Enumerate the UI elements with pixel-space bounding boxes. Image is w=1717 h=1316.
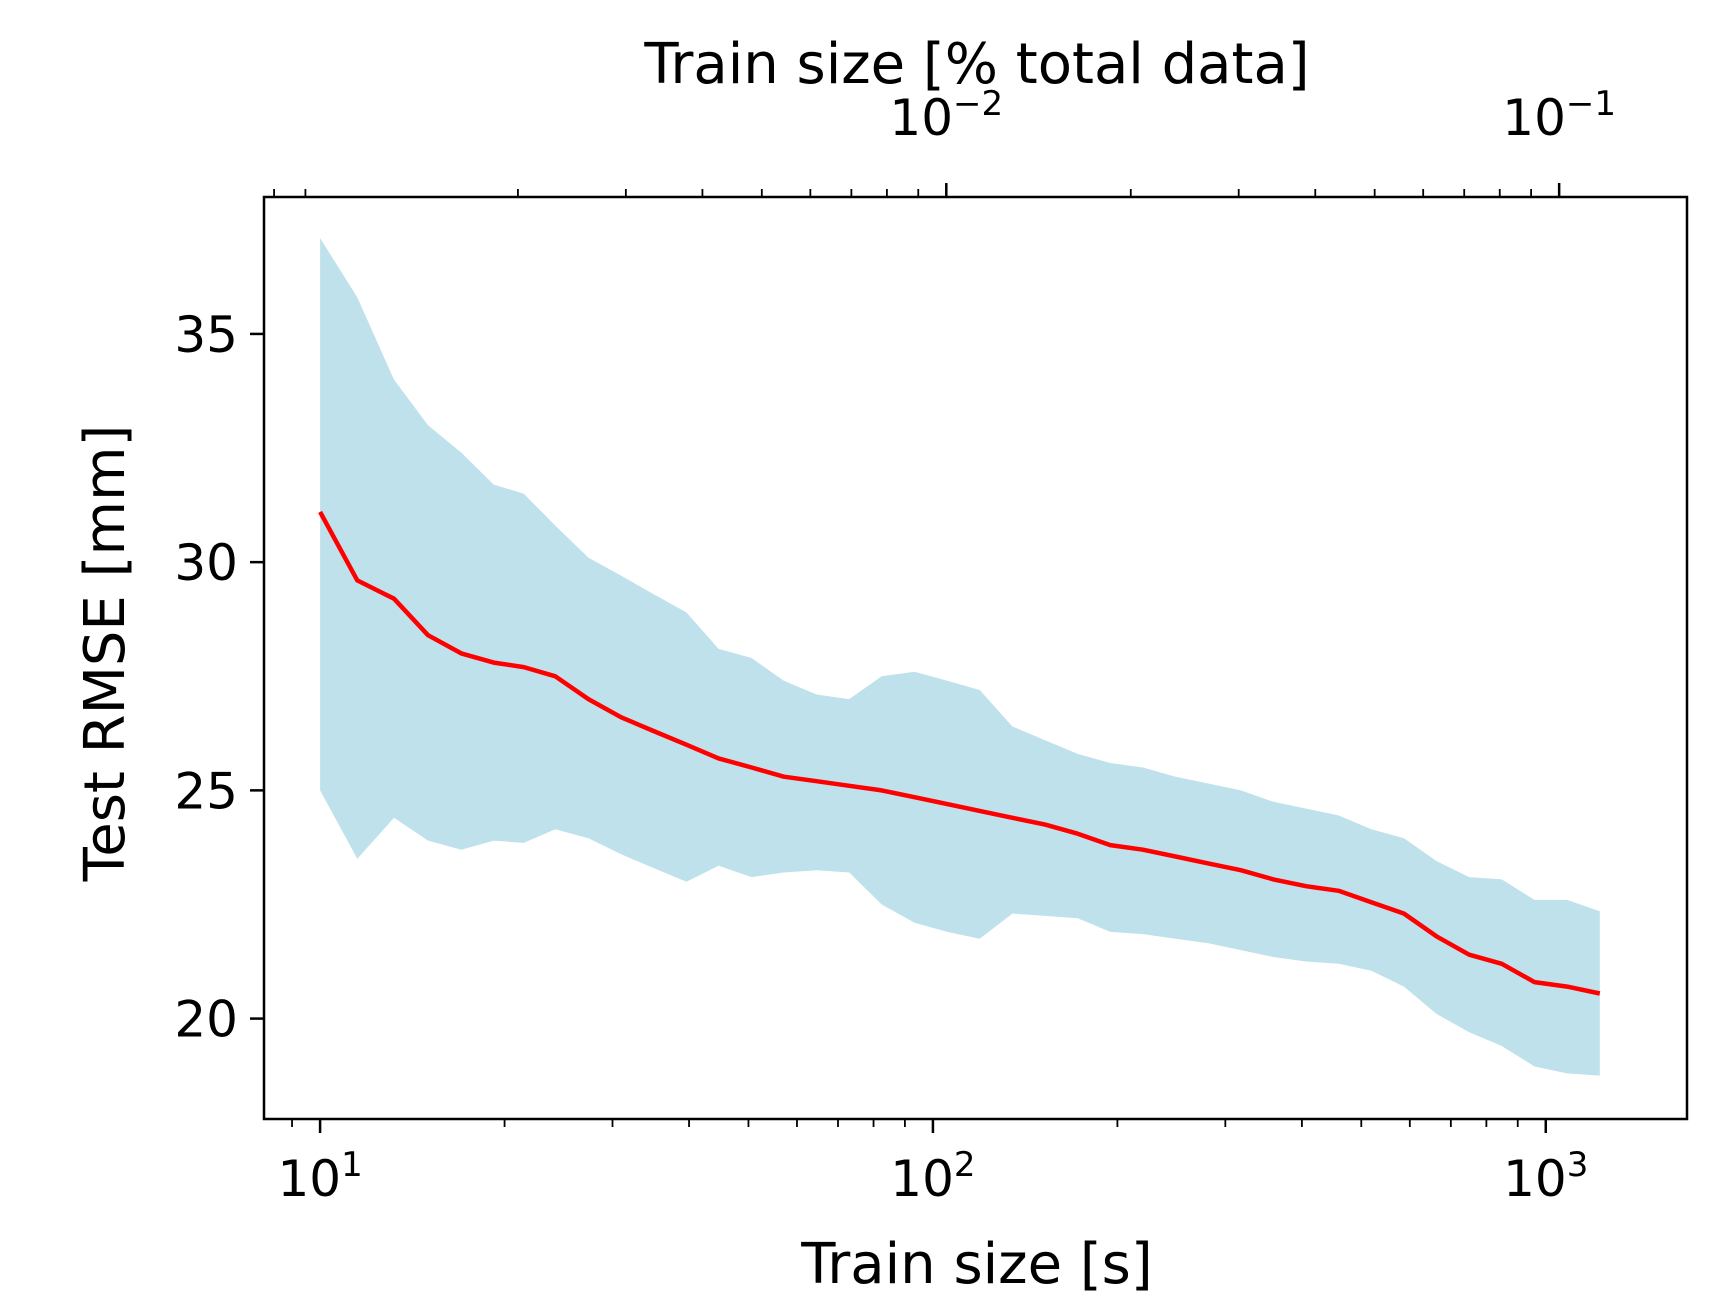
y-tick-label: 30	[174, 534, 238, 592]
plot-frame	[262, 195, 1689, 1121]
x-tick-label: 101	[277, 1145, 362, 1208]
y-axis-title: Test RMSE [mm]	[73, 425, 138, 883]
x-axis-title: Train size [s]	[800, 1232, 1152, 1297]
x-tick-label: 102	[890, 1145, 975, 1208]
mean-rmse-line	[318, 510, 1601, 996]
x-tick-label: 103	[1503, 1145, 1588, 1208]
tick-layer: 101 102 103 10−2 10−1 20 25 30 35	[174, 84, 1616, 1208]
y-tick-label: 25	[174, 762, 238, 820]
y-tick-label: 35	[174, 306, 238, 364]
confidence-band	[320, 238, 1600, 1076]
plot-layer	[318, 238, 1601, 1076]
top-tick-label: 10−2	[889, 84, 1003, 147]
y-tick-label: 20	[174, 991, 238, 1049]
top-tick-label: 10−1	[1502, 84, 1616, 147]
top-axis-title: Train size [% total data]	[643, 32, 1309, 97]
